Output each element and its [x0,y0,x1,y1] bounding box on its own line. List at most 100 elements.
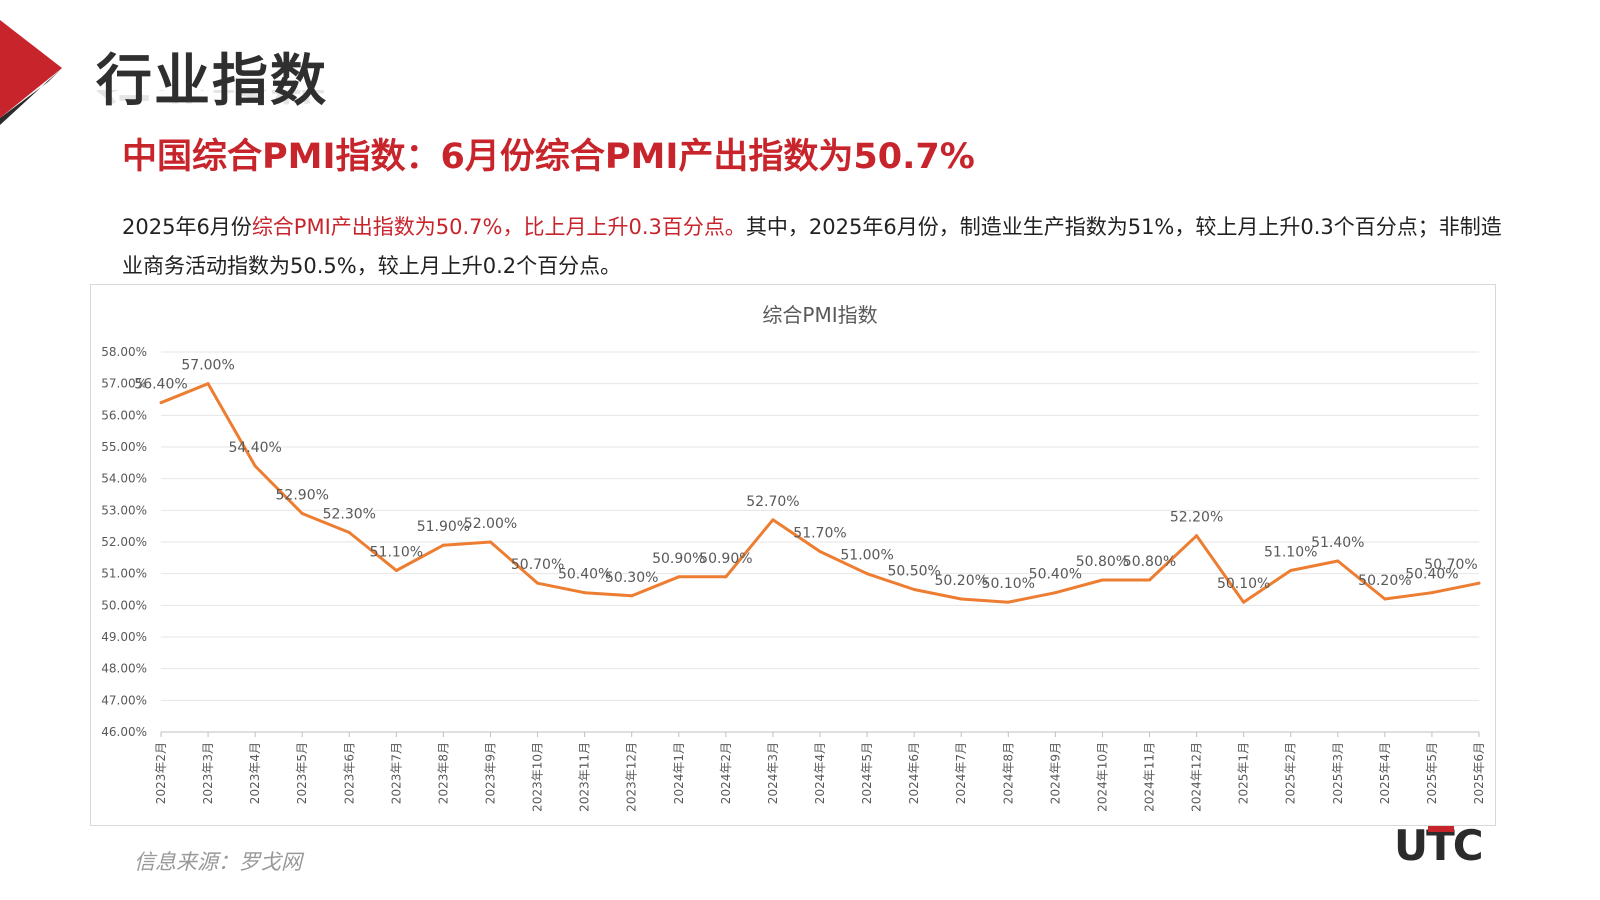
data-point [159,401,163,405]
data-label: 52.30% [323,507,376,523]
x-tick-label: 2025年5月 [1425,742,1439,804]
x-tick-label: 2025年3月 [1331,742,1345,804]
x-tick-label: 2023年8月 [436,742,450,804]
data-label: 51.70% [793,526,846,542]
y-tick-label: 51.00% [101,567,147,581]
x-tick-label: 2024年7月 [954,742,968,804]
x-tick-label: 2024年6月 [907,742,921,804]
x-tick-label: 2023年7月 [389,742,403,804]
y-tick-label: 57.00% [101,377,147,391]
y-tick-label: 52.00% [101,535,147,549]
summary-highlight: 综合PMI产出指数为50.7%，比上月上升0.3百分点。 [251,215,746,239]
summary-text-2: 其中，2025年6月份，制造业生产指数为51%，较上月上升0.3个百分点；非制造… [122,215,1502,278]
data-point [1006,600,1010,604]
data-label: 51.10% [370,545,423,561]
data-point [300,512,304,515]
source-note: 信息来源：罗戈网 [134,850,302,874]
data-label: 52.00% [464,516,517,532]
x-tick-label: 2023年2月 [154,742,168,804]
data-point [1053,591,1057,595]
data-point [583,591,587,595]
x-tick-label: 2023年5月 [295,742,309,804]
data-point [865,572,869,576]
y-tick-label: 58.00% [101,345,147,359]
data-label: 51.10% [1264,545,1317,561]
data-point [1242,600,1246,604]
utc-logo: UTC [1394,821,1484,868]
data-label: 54.40% [228,440,281,456]
y-tick-label: 54.00% [101,472,147,486]
data-point [771,518,775,522]
x-tick-label: 2023年9月 [484,742,498,804]
x-tick-label: 2024年1月 [672,742,686,804]
data-label: 50.80% [1123,554,1176,570]
data-label: 50.70% [511,557,564,573]
data-label: 51.40% [1311,535,1364,551]
x-tick-label: 2024年8月 [1001,742,1015,804]
x-tick-label: 2024年5月 [860,742,874,804]
data-label: 50.10% [1217,576,1270,592]
data-point [1148,578,1151,582]
summary-paragraph: 2025年6月份综合PMI产出指数为50.7%，比上月上升0.3百分点。其中，2… [122,208,1522,286]
x-tick-label: 2023年12月 [625,742,639,812]
data-point [1195,534,1199,538]
data-label: 50.50% [887,564,940,580]
data-label: 50.90% [699,551,752,567]
x-tick-label: 2025年2月 [1284,742,1298,804]
data-label: 52.20% [1170,510,1223,526]
y-tick-label: 53.00% [101,503,147,517]
x-tick-label: 2024年11月 [1143,742,1157,812]
data-label: 50.40% [558,567,611,583]
y-tick-label: 49.00% [101,630,147,644]
y-tick-label: 46.00% [101,725,147,739]
corner-arrow-decoration [0,20,62,125]
x-tick-label: 2025年1月 [1237,742,1251,804]
chart-container: 综合PMI指数 58.00% 57.00% 56.00% 55.00% 54.00% 53.… [90,284,1496,826]
data-point [818,550,822,553]
data-label: 50.40% [1029,567,1082,583]
data-label: 52.90% [276,488,329,504]
section-title: 行业指数 [96,49,328,114]
x-tick-label: 2025年4月 [1378,742,1392,804]
x-tick-label: 2023年10月 [531,742,545,812]
data-label: 56.40% [134,377,187,393]
data-point [1100,578,1104,582]
y-tick-label: 48.00% [101,662,147,676]
x-tick-label: 2024年4月 [813,742,827,804]
x-tick-label: 2024年3月 [766,742,780,804]
data-point [677,575,681,579]
data-label: 50.80% [1076,554,1129,570]
x-tick-label: 2023年6月 [342,742,356,804]
y-tick-label: 56.00% [101,408,147,422]
data-point [441,543,445,547]
data-point [1383,597,1387,601]
data-point [724,575,728,579]
data-point [912,588,916,591]
y-tick-label: 55.00% [101,440,147,454]
data-point [206,382,210,386]
data-point [489,540,492,544]
x-tick-label: 2024年2月 [719,742,733,804]
data-point [1477,581,1481,585]
series-line [160,382,1480,604]
summary-text-1: 2025年6月份 [122,215,252,239]
data-label: 50.90% [652,551,705,567]
data-label: 50.20% [1358,573,1411,589]
data-label: 50.10% [982,576,1035,592]
x-tick-label: 2024年10月 [1095,742,1109,812]
x-tick-label: 2023年4月 [248,742,262,804]
data-label: 51.90% [417,519,470,535]
data-label: 50.70% [1424,557,1477,573]
x-tick-label: 2024年9月 [1048,742,1062,804]
data-label: 50.30% [605,570,658,586]
y-tick-label: 47.00% [101,693,147,707]
chart-title: 综合PMI指数 [762,303,877,327]
data-label: 52.70% [746,494,799,510]
data-point [347,531,351,534]
headline: 中国综合PMI指数：6月份综合PMI产出指数为50.7% [122,137,975,177]
data-point [1336,559,1340,563]
data-point [959,597,963,601]
x-tick-label: 2024年12月 [1190,742,1204,812]
data-label: 50.20% [935,573,988,589]
data-point [1430,591,1434,595]
